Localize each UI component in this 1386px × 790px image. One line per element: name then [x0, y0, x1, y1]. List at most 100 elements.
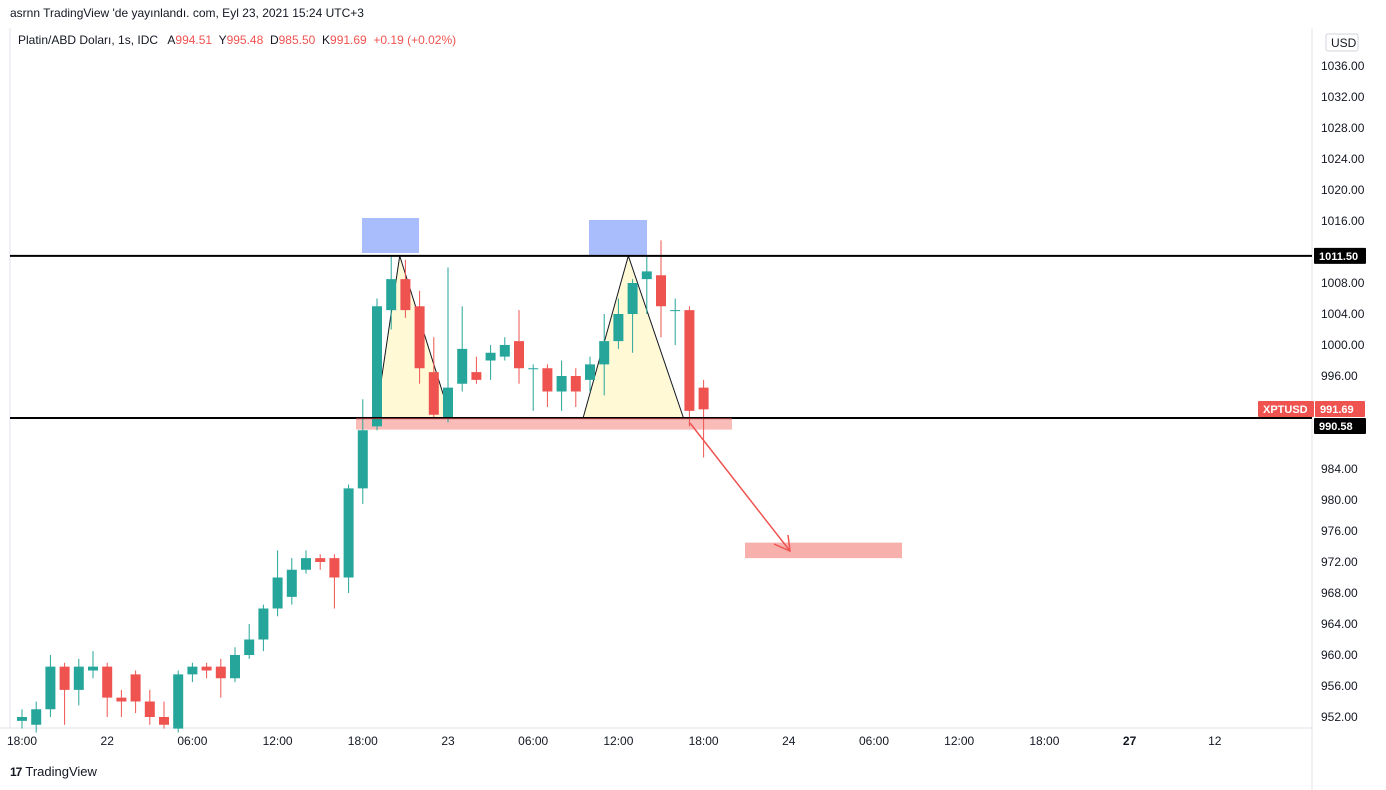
currency-badge[interactable]: [1325, 33, 1359, 52]
candle-body: [88, 666, 98, 671]
candle-body: [187, 666, 198, 675]
time-tick: 18:00: [7, 734, 37, 748]
candle-body: [428, 372, 439, 415]
candle-body: [471, 372, 482, 380]
candle-body: [599, 341, 610, 365]
time-tick: 18:00: [348, 734, 378, 748]
candle-body: [542, 368, 553, 392]
symbol-info-bar: Platin/ABD Doları, 1s, IDC A994.51 Y995.…: [18, 33, 456, 47]
publish-header: asrnn TradingView 'de yayınlandı. com, E…: [10, 6, 364, 20]
resistance-price-label: 1011.50: [1319, 251, 1358, 263]
price-tick: 1000.00: [1321, 338, 1365, 352]
time-tick: 23: [441, 734, 455, 748]
price-tick: 1036.00: [1321, 59, 1365, 73]
candle-body: [570, 376, 581, 392]
open-value: 994.51: [175, 33, 213, 47]
price-tick: 984.00: [1321, 462, 1358, 476]
symbol-tag-label: XPTUSD: [1263, 404, 1308, 416]
open-label: A: [167, 33, 176, 47]
change-value: +0.19 (+0.02%): [373, 33, 457, 47]
candle-body: [613, 314, 624, 342]
last-price-label: 991.69: [1320, 404, 1354, 416]
candle-body: [556, 376, 567, 392]
candle-body: [627, 283, 638, 314]
pattern-triangle-2: [582, 254, 685, 420]
candle-body: [59, 666, 70, 690]
projection-arrow[interactable]: [689, 422, 791, 552]
target-zone[interactable]: [745, 542, 902, 559]
support-price-label: 990.58: [1319, 421, 1353, 433]
price-tick: 1008.00: [1321, 276, 1365, 290]
price-tick: 1028.00: [1321, 121, 1365, 135]
symbol-tag-label-bg: [1258, 401, 1314, 417]
candle-body: [286, 569, 297, 597]
candle-body: [244, 639, 255, 655]
time-tick: 18:00: [1029, 734, 1059, 748]
candle-body: [315, 558, 326, 562]
tradingview-brand: TradingView: [25, 764, 97, 779]
candle-body: [45, 666, 56, 710]
candle-body: [272, 577, 283, 609]
price-tick: 1020.00: [1321, 183, 1365, 197]
candle-body: [372, 306, 382, 427]
candle-body: [670, 310, 681, 312]
candle-body: [215, 666, 226, 679]
price-tick: 980.00: [1321, 493, 1358, 507]
candle-body: [698, 387, 709, 410]
candle-body: [485, 352, 496, 361]
candle-body: [386, 279, 397, 311]
time-tick: 12: [1208, 734, 1222, 748]
top-zone-1[interactable]: [362, 218, 419, 253]
candle-body: [514, 341, 524, 369]
candle-body: [116, 697, 127, 702]
time-tick: 06:00: [518, 734, 548, 748]
candle-body: [144, 701, 155, 717]
candle-body: [258, 608, 269, 640]
candle-body: [343, 488, 354, 578]
price-tick: 1016.00: [1321, 214, 1365, 228]
candle-body: [641, 271, 652, 280]
price-tick: 976.00: [1321, 524, 1358, 538]
time-tick: 22: [101, 734, 115, 748]
candle-body: [102, 666, 113, 698]
candle-body: [201, 666, 212, 671]
candle-body: [357, 430, 368, 489]
candle-body: [684, 310, 695, 411]
top-zone-2[interactable]: [589, 220, 647, 255]
time-tick: 06:00: [177, 734, 207, 748]
neckline-zone[interactable]: [356, 417, 732, 430]
candle-body: [230, 655, 240, 679]
close-value: 991.69: [330, 33, 367, 47]
time-tick: 12:00: [603, 734, 633, 748]
candle-body: [414, 306, 425, 369]
low-value: 985.50: [278, 33, 316, 47]
time-tick: 18:00: [689, 734, 719, 748]
time-tick: 24: [782, 734, 796, 748]
time-tick: 06:00: [859, 734, 889, 748]
last-price-label-bg: [1315, 401, 1365, 417]
candle-body: [457, 348, 468, 384]
high-value: 995.48: [226, 33, 264, 47]
candle-body: [31, 709, 42, 725]
symbol-name[interactable]: Platin/ABD Doları, 1s, IDC: [18, 33, 159, 47]
close-label: K: [322, 33, 331, 47]
low-label: D: [269, 33, 279, 47]
support-price-label-bg: [1314, 418, 1366, 435]
candle-body: [329, 558, 340, 578]
candle-body: [17, 717, 27, 721]
candle-body: [499, 345, 510, 357]
time-tick: 27: [1123, 734, 1137, 748]
resistance-price-label-bg: [1314, 247, 1366, 264]
tradingview-footer[interactable]: 17 TradingView: [10, 764, 97, 779]
price-tick: 952.00: [1321, 710, 1358, 724]
price-tick: 968.00: [1321, 586, 1358, 600]
candle-body: [443, 387, 453, 419]
currency-label: USD: [1331, 36, 1357, 50]
price-tick: 956.00: [1321, 679, 1358, 693]
price-tick: 960.00: [1321, 648, 1358, 662]
price-tick: 1004.00: [1321, 307, 1365, 321]
candle-body: [528, 368, 539, 370]
candle-body: [130, 674, 141, 702]
candle-body: [656, 275, 666, 307]
